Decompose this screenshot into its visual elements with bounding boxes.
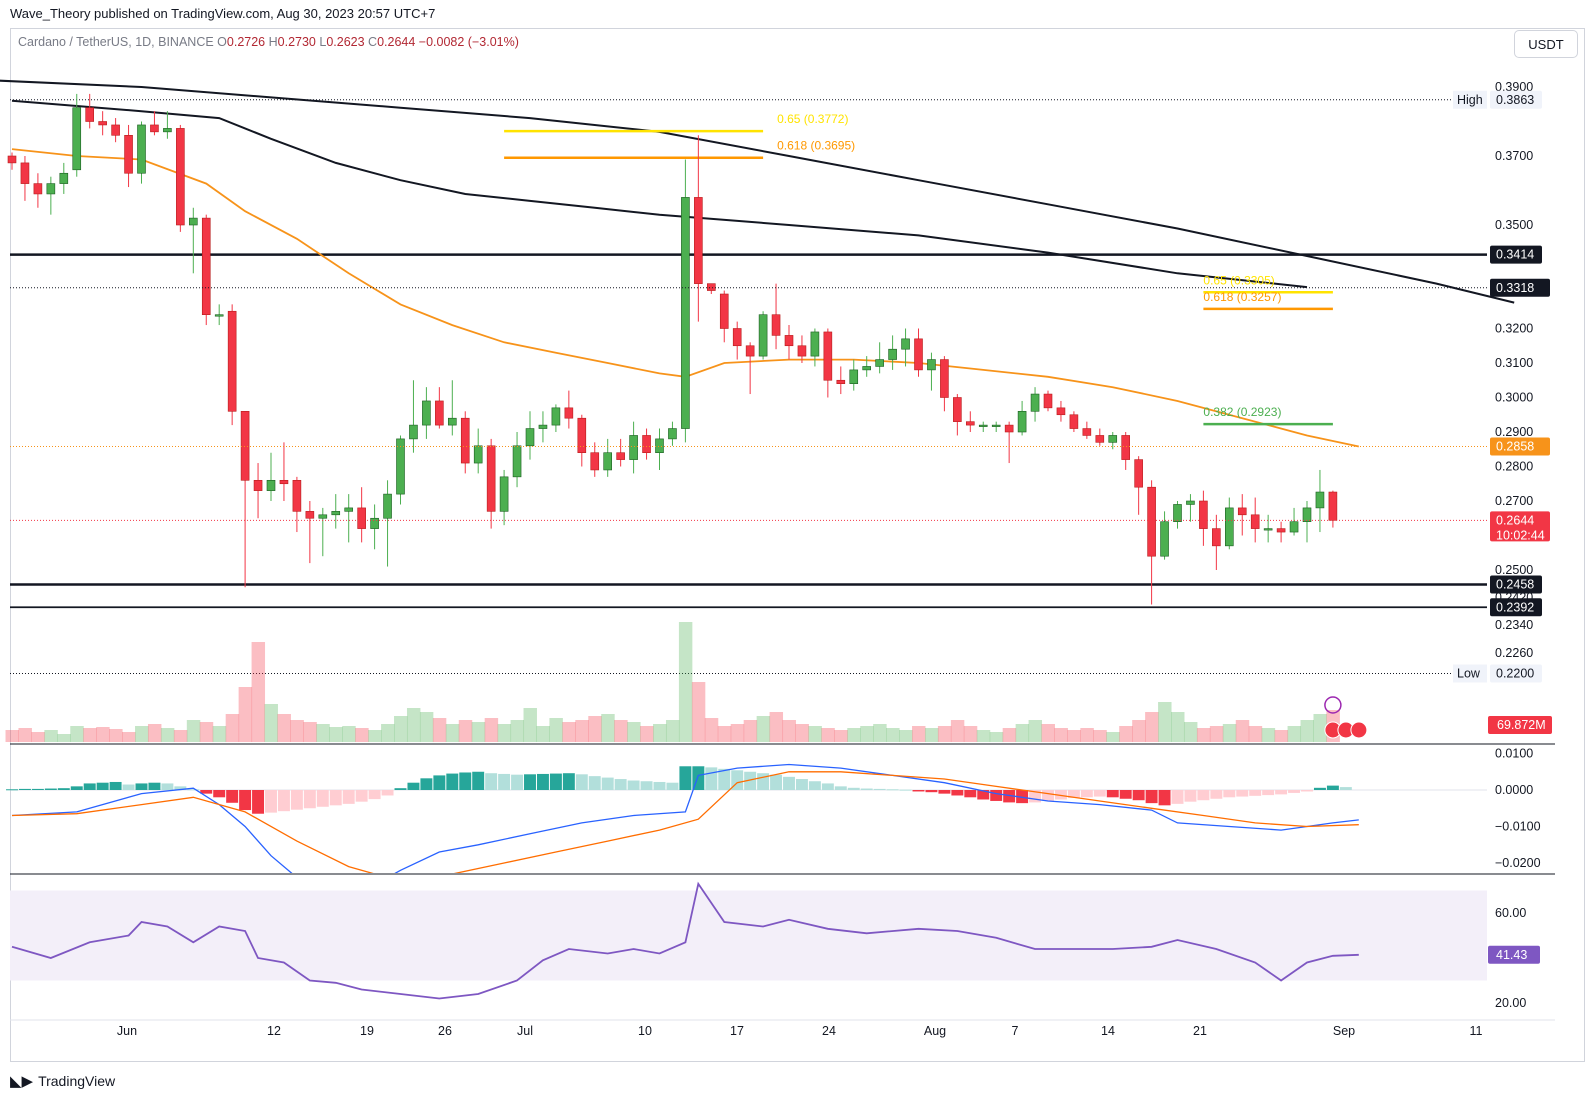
close-value: 0.2644 [377, 35, 416, 49]
tradingview-logo-icon: ◣▶ [10, 1073, 34, 1090]
high-value: 0.2730 [277, 35, 316, 49]
tradingview-brand[interactable]: ◣▶ TradingView [10, 1073, 116, 1090]
symbol-name: Cardano / TetherUS, 1D, BINANCE [18, 35, 214, 49]
currency-button[interactable]: USDT [1514, 30, 1578, 58]
low-value: 0.2623 [326, 35, 365, 49]
change-value: −0.0082 (−3.01%) [418, 35, 519, 49]
symbol-legend: Cardano / TetherUS, 1D, BINANCE O0.2726 … [18, 35, 519, 49]
publish-info: Wave_Theory published on TradingView.com… [10, 6, 436, 21]
open-value: 0.2726 [226, 35, 266, 49]
chart-frame [10, 28, 1585, 1062]
